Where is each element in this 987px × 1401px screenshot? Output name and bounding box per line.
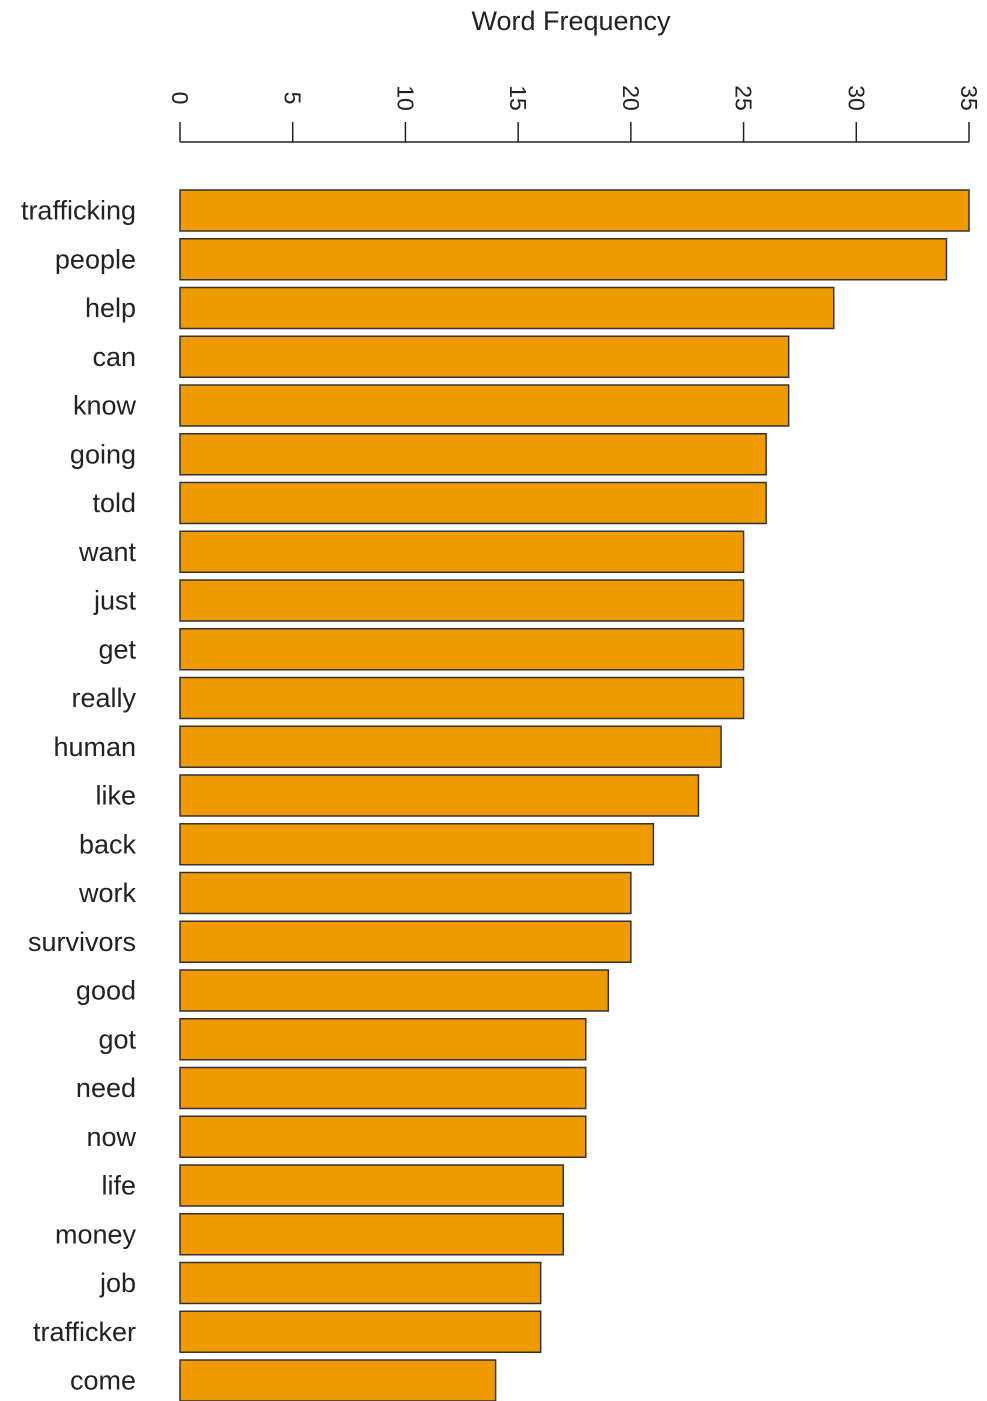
bar-now <box>179 1115 587 1158</box>
category-label-money: money <box>55 1219 137 1249</box>
category-label-now: now <box>86 1122 136 1152</box>
x-tick-label: 15 <box>505 85 531 111</box>
x-tick-label: 30 <box>843 85 869 111</box>
x-tick-label: 5 <box>280 92 306 105</box>
bar-back <box>179 823 655 866</box>
bar-got <box>179 1018 587 1061</box>
bar-need <box>179 1066 587 1110</box>
category-label-human: human <box>53 732 136 762</box>
category-label-good: good <box>76 976 136 1006</box>
bar-help <box>179 286 835 330</box>
bar-know <box>179 384 790 427</box>
bar-going <box>179 433 767 476</box>
category-label-told: told <box>92 488 136 518</box>
category-label-can: can <box>92 342 136 372</box>
bar-told <box>179 481 767 525</box>
bar-work <box>179 871 632 915</box>
category-label-get: get <box>98 634 136 664</box>
bar-get <box>179 628 745 671</box>
bar-just <box>179 579 745 622</box>
category-label-trafficker: trafficker <box>33 1317 136 1347</box>
category-label-help: help <box>85 293 136 323</box>
bar-really <box>179 676 745 720</box>
category-label-back: back <box>79 829 137 859</box>
category-label-like: like <box>95 781 136 811</box>
category-label-need: need <box>76 1073 136 1103</box>
category-label-job: job <box>99 1268 136 1298</box>
category-label-come: come <box>70 1366 136 1396</box>
x-tick-label: 25 <box>731 85 757 111</box>
bar-survivors <box>179 920 632 963</box>
x-tick-label: 20 <box>618 85 644 111</box>
bar-people <box>179 238 948 281</box>
category-label-work: work <box>78 878 137 908</box>
bar-trafficker <box>179 1310 542 1353</box>
x-tick-label: 0 <box>167 92 193 105</box>
x-tick-label: 35 <box>956 85 982 111</box>
bars <box>179 189 970 1401</box>
category-label-trafficking: trafficking <box>21 196 136 226</box>
bar-life <box>179 1164 564 1207</box>
category-label-just: just <box>93 586 137 616</box>
category-label-life: life <box>101 1171 136 1201</box>
x-axis-title: Word Frequency <box>471 6 671 36</box>
category-label-survivors: survivors <box>28 927 136 957</box>
bar-like <box>179 774 700 817</box>
bar-money <box>179 1213 564 1256</box>
category-label-really: really <box>71 683 136 713</box>
category-label-know: know <box>73 391 137 421</box>
bar-human <box>179 725 722 768</box>
x-tick-label: 10 <box>392 85 418 111</box>
bar-trafficking <box>179 189 970 232</box>
category-label-got: got <box>98 1024 136 1054</box>
bar-come <box>179 1359 497 1401</box>
category-label-people: people <box>55 244 136 274</box>
bar-want <box>179 530 745 573</box>
category-label-going: going <box>70 439 136 469</box>
x-axis: 0 5 10 15 20 25 30 35 <box>167 85 982 143</box>
bar-job <box>179 1261 542 1305</box>
category-labels: trafficking people help can know going told wan… <box>21 196 137 1396</box>
category-label-want: want <box>78 537 137 567</box>
bar-can <box>179 335 790 378</box>
bar-good <box>179 969 610 1012</box>
